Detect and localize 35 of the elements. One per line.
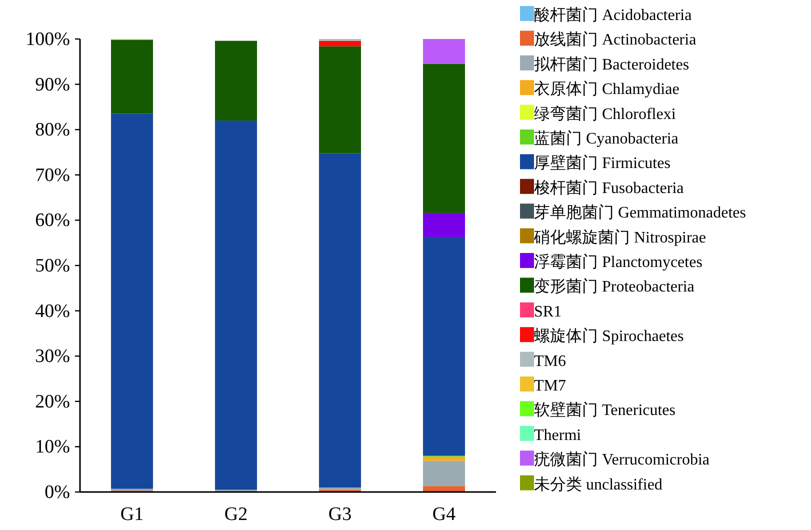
legend-label: 未分类 unclassified [534, 475, 662, 494]
legend-label: 硝化螺旋菌门 Nitrospirae [533, 228, 706, 246]
legend-label: 疣微菌门 Verrucomicrobia [534, 450, 710, 469]
legend-label: 软壁菌门 Tenericutes [534, 401, 676, 420]
legend-label: 放线菌门 Actinobacteria [534, 30, 696, 49]
y-tick-label: 10% [35, 436, 70, 458]
legend-label: 蓝菌门 Cyanobacteria [534, 130, 678, 148]
x-tick-label: G2 [224, 504, 248, 525]
x-tick-label: G4 [432, 504, 456, 525]
legend-label: Thermi [534, 426, 582, 444]
legend-label: 厚壁菌门 Firmicutes [534, 154, 670, 172]
y-tick-label: 90% [35, 74, 70, 96]
x-tick-label: G1 [120, 504, 144, 525]
y-tick-label: 80% [35, 120, 70, 141]
legend-label: 芽单胞菌门 Gemmatimonadetes [534, 204, 746, 222]
legend-label: 酸杆菌门 Acidobacteria [534, 6, 692, 24]
legend-label: TM7 [534, 378, 566, 394]
y-tick-label: 30% [35, 346, 70, 368]
x-tick-label: G3 [328, 504, 352, 525]
legend-label: 拟杆菌门 Bacteroidetes [534, 55, 690, 74]
y-tick-label: 60% [35, 210, 70, 232]
y-tick-label: 100% [26, 29, 70, 50]
legend-label: 螺旋体门 Spirochaetes [534, 327, 684, 346]
y-tick-label: 50% [35, 256, 70, 276]
legend-label: 浮霉菌门 Planctomycetes [534, 253, 702, 271]
legend-label: TM6 [534, 352, 566, 370]
legend-label: 绿弯菌门 Chloroflexi [534, 104, 676, 123]
legend-label: 衣原体门 Chlamydiae [534, 80, 680, 98]
y-tick-label: 20% [35, 391, 70, 412]
legend-label: 梭杆菌门 Fusobacteria [534, 178, 684, 197]
y-tick-label: 70% [35, 164, 70, 186]
y-tick-label: 0% [44, 482, 70, 503]
legend-label: SR1 [534, 303, 562, 320]
y-tick-label: 40% [35, 300, 70, 322]
legend-label: 变形菌门 Proteobacteria [534, 278, 694, 296]
